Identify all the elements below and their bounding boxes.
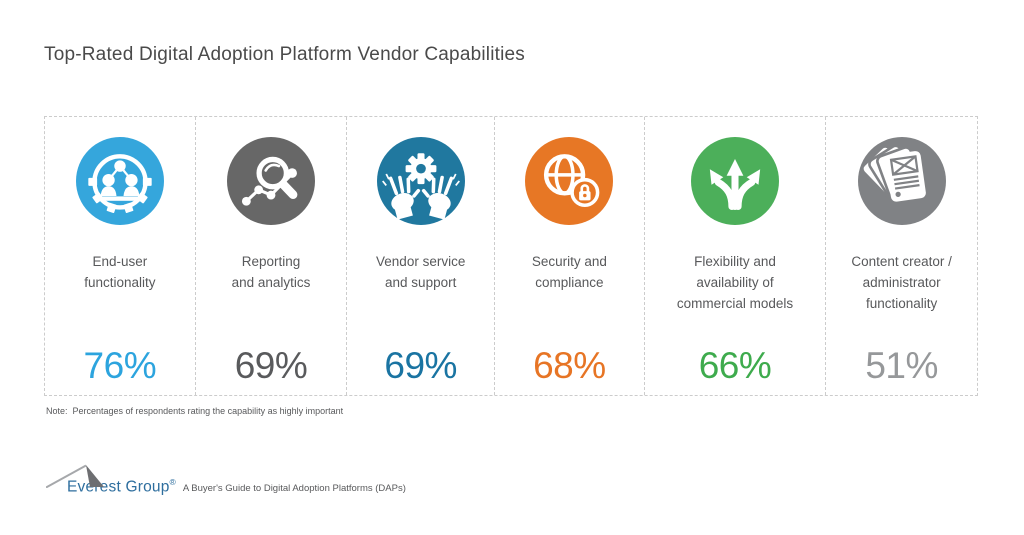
capability-value: 76% xyxy=(83,345,157,386)
page-title: Top-Rated Digital Adoption Platform Vend… xyxy=(44,44,525,65)
capability-value: 51% xyxy=(865,345,938,386)
stacked-cards-icon xyxy=(857,137,946,225)
analytics-search-icon xyxy=(227,137,315,225)
team-gear-icon xyxy=(75,137,164,225)
capability-label: Security and compliance xyxy=(531,254,607,290)
hands-gear-icon xyxy=(376,137,465,225)
capability-value: 68% xyxy=(533,345,606,386)
capability-column-security: Security and compliance 68% xyxy=(495,117,645,395)
everest-group-logo: Everest Group® xyxy=(46,462,176,496)
footer-caption: A Buyer's Guide to Digital Adoption Plat… xyxy=(182,483,406,495)
capability-value: 66% xyxy=(698,345,772,386)
registered-mark: ® xyxy=(169,477,176,487)
capability-column-reporting: Reporting and analytics 69% xyxy=(196,117,348,395)
capability-column-content-creator: Content creator / administrator function… xyxy=(826,117,977,395)
capability-value: 69% xyxy=(234,345,308,386)
capability-value: 69% xyxy=(384,345,457,386)
mountain-icon xyxy=(46,464,104,488)
capability-label: Content creator / administrator function… xyxy=(851,254,952,311)
capability-column-end-user: End-user functionality 76% xyxy=(45,117,196,395)
capability-column-vendor-service: Vendor service and support 69% xyxy=(347,117,496,395)
globe-lock-icon xyxy=(525,137,614,225)
branch-arrows-icon xyxy=(691,137,779,225)
note-text: Note: Percentages of respondents rating … xyxy=(46,406,344,416)
capability-label: Reporting and analytics xyxy=(231,254,311,290)
capability-label: End-user functionality xyxy=(84,254,156,290)
capabilities-panel: End-user functionality 76% Reporting and… xyxy=(44,116,978,396)
footer: Everest Group® A Buyer's Guide to Digita… xyxy=(46,462,1024,496)
infographic: Top-Rated Digital Adoption Platform Vend… xyxy=(44,44,1024,496)
capability-label: Flexibility and availability of commerci… xyxy=(676,254,794,311)
capability-label: Vendor service and support xyxy=(376,254,466,290)
capability-column-flexibility: Flexibility and availability of commerci… xyxy=(645,117,827,395)
